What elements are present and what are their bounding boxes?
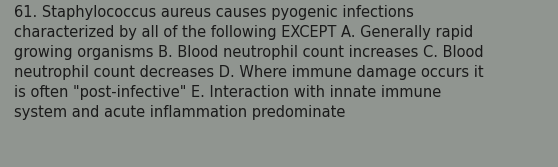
Text: 61. Staphylococcus aureus causes pyogenic infections
characterized by all of the: 61. Staphylococcus aureus causes pyogeni… bbox=[14, 5, 484, 120]
